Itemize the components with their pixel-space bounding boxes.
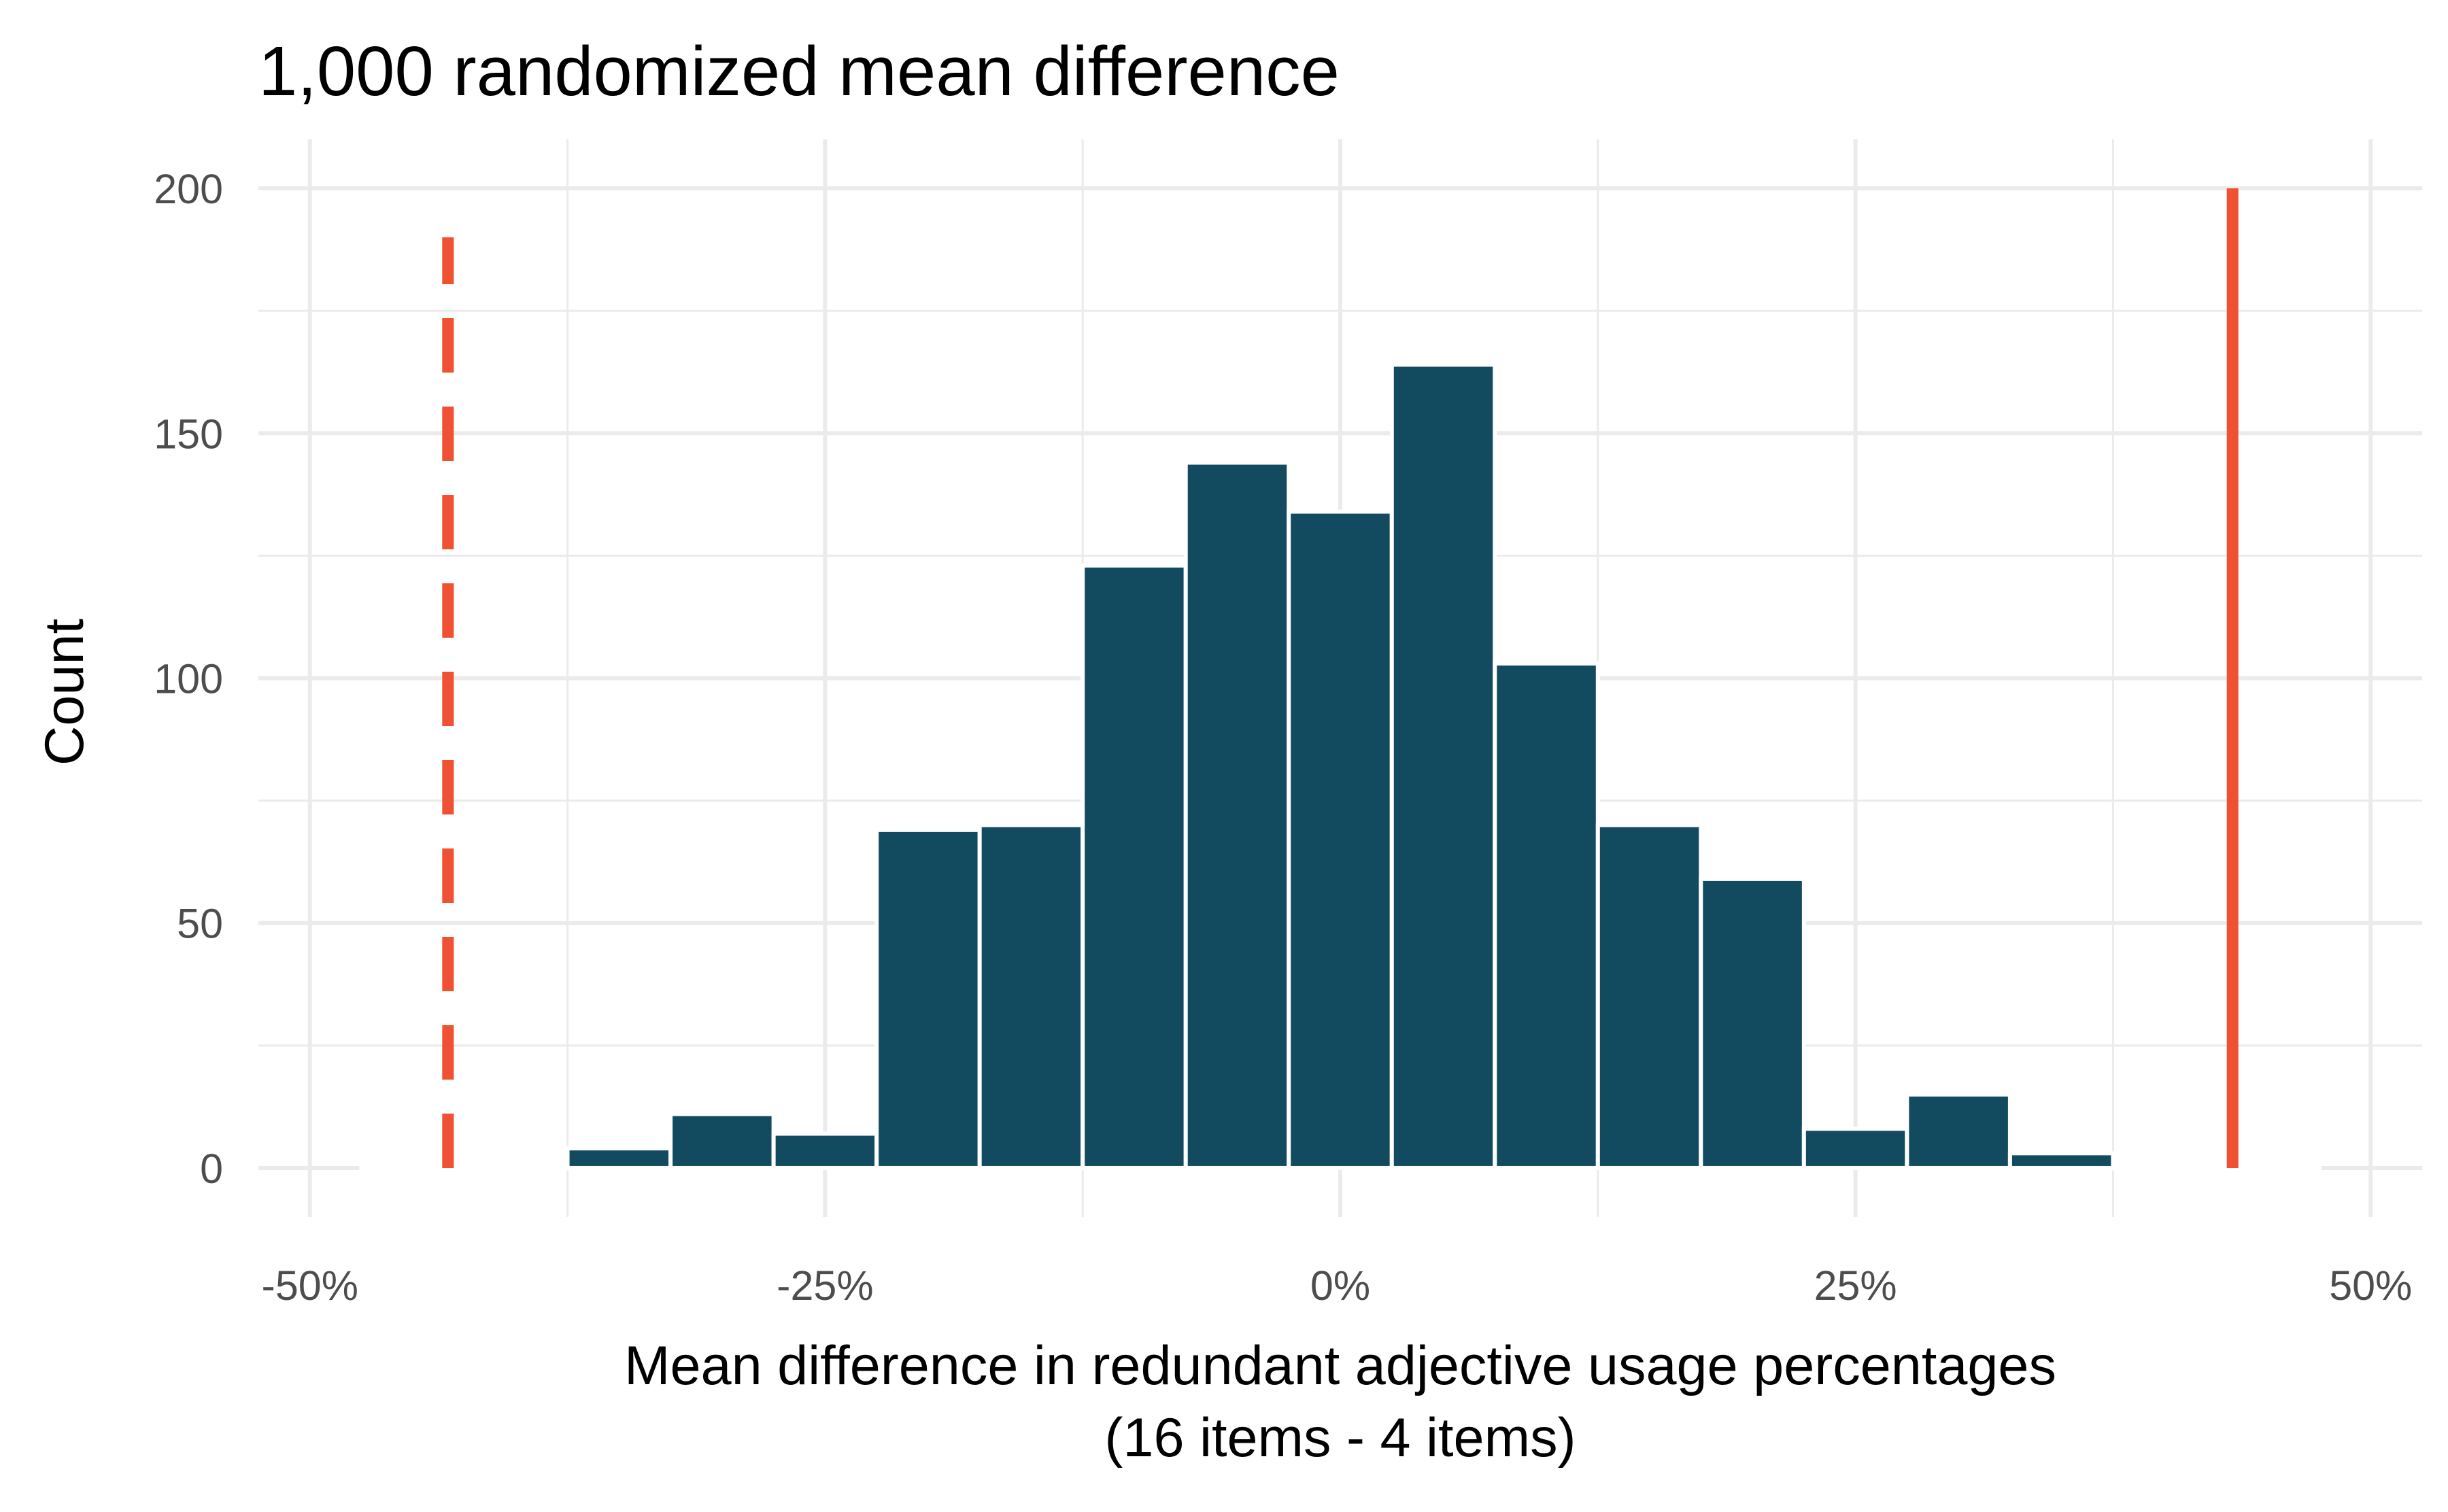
- histogram-bar: [359, 1165, 467, 1171]
- y-tick-label: 0: [200, 1146, 223, 1192]
- histogram-bar: [2213, 1165, 2322, 1171]
- histogram-bar: [1183, 460, 1291, 1170]
- x-tick-label: -25%: [777, 1262, 873, 1309]
- x-tick-label: 50%: [2329, 1262, 2412, 1309]
- x-axis-title-line-2: (16 items - 4 items): [1104, 1407, 1576, 1468]
- histogram-bar: [771, 1131, 879, 1170]
- y-tick-label: 50: [177, 901, 223, 947]
- y-axis-title: Count: [34, 619, 95, 766]
- x-tick-label: 0%: [1310, 1262, 1370, 1309]
- bars: [359, 362, 2322, 1171]
- histogram-bar: [462, 1165, 570, 1171]
- y-tick-label: 150: [154, 411, 223, 457]
- histogram-bar: [1081, 563, 1188, 1170]
- y-axis-tick-labels: 0 50 100 150 200: [154, 166, 223, 1192]
- histogram-bar: [1801, 1127, 1909, 1170]
- histogram-bar: [565, 1146, 673, 1170]
- y-tick-label: 200: [154, 166, 223, 212]
- x-tick-label: 25%: [1814, 1262, 1897, 1309]
- histogram-bar: [977, 823, 1085, 1170]
- x-tick-label: -50%: [262, 1262, 358, 1309]
- histogram-bar: [1287, 509, 1394, 1170]
- histogram-bar: [1493, 661, 1600, 1170]
- histogram-bar: [1595, 823, 1703, 1170]
- histogram-bar: [2007, 1151, 2115, 1170]
- x-axis-tick-labels: -50% -25% 0% 25% 50%: [262, 1262, 2413, 1309]
- histogram-bar: [668, 1112, 776, 1170]
- histogram-bar: [1389, 362, 1497, 1170]
- reference-lines: [442, 188, 2239, 1168]
- histogram-bar: [1699, 876, 1806, 1170]
- chart-title: 1,000 randomized mean difference: [258, 32, 1340, 110]
- histogram-bar: [2111, 1165, 2218, 1171]
- histogram-bar: [1905, 1092, 2012, 1170]
- histogram-bar: [874, 827, 982, 1170]
- x-axis-title-line-1: Mean difference in redundant adjective u…: [624, 1335, 2056, 1396]
- y-tick-label: 100: [154, 656, 223, 702]
